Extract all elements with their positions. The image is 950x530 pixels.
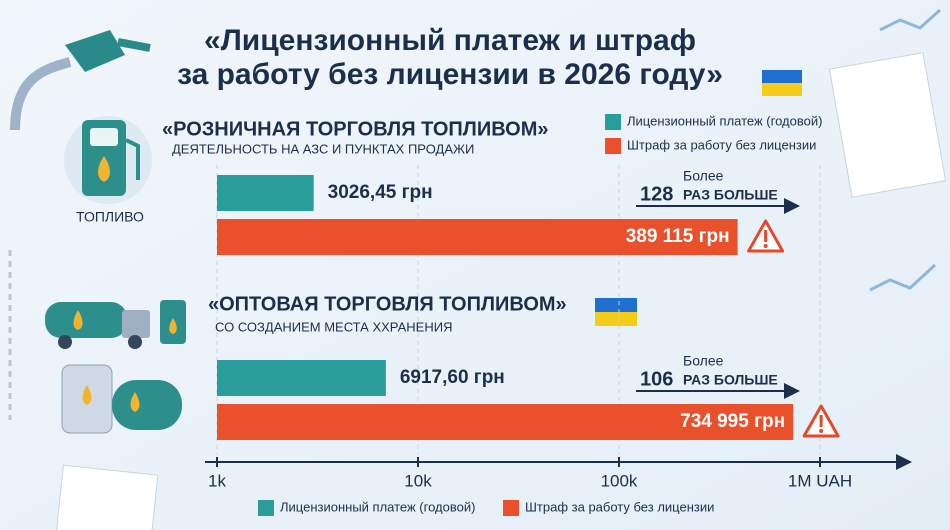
bar xyxy=(217,175,314,211)
panel-subtitle: ДЕЯТЕЛЬНОСТЬ НА АЗС И ПУНКТАХ ПРОДАЖИ xyxy=(172,141,474,156)
value-label: 6917,60 грн xyxy=(400,367,505,388)
x-tick-label: 1M UAH xyxy=(788,471,852,490)
bar xyxy=(217,219,738,255)
x-tick-label: 100k xyxy=(601,471,638,490)
ratio-suffix: РАЗ БОЛЬШЕ xyxy=(683,187,778,203)
x-tick-label: 1k xyxy=(208,471,226,490)
ratio-prefix: Более xyxy=(683,168,724,184)
legend-label: Лицензионный платеж (годовой) xyxy=(280,499,475,514)
bar xyxy=(217,360,386,396)
legend-swatch xyxy=(605,138,621,154)
legend-swatch xyxy=(503,500,519,516)
pump-icon xyxy=(64,116,152,204)
legend-label: Штраф за работу без лицензии xyxy=(525,499,714,514)
tank-icon xyxy=(61,364,182,434)
ratio-value: 106 xyxy=(640,368,673,390)
legend-label: Лицензионный платеж (годовой) xyxy=(627,113,822,128)
warning-icon xyxy=(764,230,768,242)
ratio-suffix: РАЗ БОЛЬШЕ xyxy=(683,372,778,388)
legend-label: Штраф за работу без лицензии xyxy=(627,137,816,152)
nozzle-icon xyxy=(10,30,151,131)
icon-label: ТОПЛИВО xyxy=(76,209,144,225)
value-label: 389 115 грн xyxy=(626,226,730,247)
warning-icon xyxy=(763,244,768,248)
ratio-prefix: Более xyxy=(683,353,724,369)
value-label: 734 995 грн xyxy=(680,411,785,432)
truck-icon xyxy=(45,300,186,349)
legend-swatch xyxy=(605,114,621,130)
title-line: «Лицензионный платеж и штраф xyxy=(204,24,696,57)
legend-swatch xyxy=(258,500,274,516)
value-label: 3026,45 грн xyxy=(328,182,433,203)
warning-icon xyxy=(819,429,824,433)
ratio-value: 128 xyxy=(640,183,673,205)
panel-subtitle: СО СОЗДАНИЕМ МЕСТА ХХРАНЕНИЯ xyxy=(215,319,452,334)
warning-icon xyxy=(819,415,823,427)
bar xyxy=(217,404,794,440)
x-tick-label: 10k xyxy=(404,471,432,490)
panel-title: «ОПТОВАЯ ТОРГОВЛЯ ТОПЛИВОМ» xyxy=(208,293,567,315)
panel-title: «РОЗНИЧНАЯ ТОРГОВЛЯ ТОПЛИВОМ» xyxy=(162,118,548,140)
flag-icon xyxy=(595,70,802,326)
title-line: за работу без лицензии в 2026 году» xyxy=(177,58,723,91)
document-icon xyxy=(55,8,947,530)
